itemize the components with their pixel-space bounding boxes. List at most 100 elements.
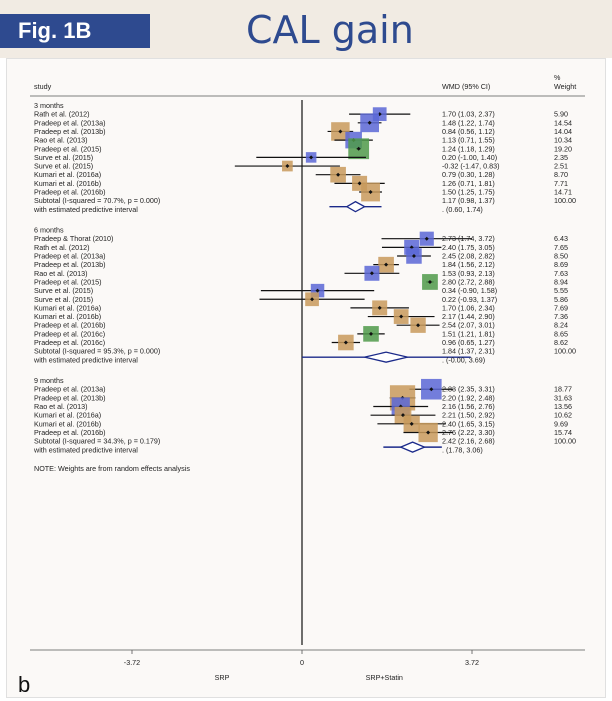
study-weight: 10.34 — [554, 136, 572, 145]
column-header-weight: Weight — [554, 82, 576, 91]
study-name: Pradeep et al. (2013a) — [34, 252, 106, 261]
study-weight: 18.77 — [554, 385, 572, 394]
study-weight: 15.74 — [554, 428, 572, 437]
subtotal-ci: 1.84 (1.37, 2.31) — [442, 347, 495, 356]
study-name: Rao et al. (2013) — [34, 136, 88, 145]
study-weight: 19.20 — [554, 144, 572, 153]
study-ci: 2.80 (2.72, 2.88) — [442, 277, 495, 286]
study-ci: 2.40 (1.65, 3.15) — [442, 419, 495, 428]
study-weight: 13.56 — [554, 402, 572, 411]
x-tick-label: -3.72 — [124, 658, 140, 667]
study-weight: 7.69 — [554, 303, 568, 312]
point-estimate — [338, 129, 343, 134]
point-estimate — [368, 190, 373, 194]
column-header-estimate: WMD (95% CI) — [442, 82, 490, 91]
study-name: Rao et al. (2013) — [34, 402, 88, 411]
chart-title: CAL gain — [246, 8, 414, 52]
column-header-study: study — [34, 82, 52, 91]
study-ci: 1.26 (0.71, 1.81) — [442, 179, 495, 188]
study-ci: 2.83 (2.35, 3.31) — [442, 385, 495, 394]
study-name: Rath et al. (2012) — [34, 110, 90, 119]
study-weight: 5.90 — [554, 110, 568, 119]
study-ci: 0.84 (0.56, 1.12) — [442, 127, 495, 136]
point-estimate — [384, 262, 389, 267]
pooled-diamond — [364, 351, 408, 363]
study-name: Pradeep et al. (2013b) — [34, 127, 106, 136]
point-estimate — [424, 236, 429, 241]
subtotal-label: Subtotal (I-squared = 95.3%, p = 0.000) — [34, 347, 160, 356]
study-name: Kumari et al. (2016a) — [34, 170, 101, 179]
study-weight: 8.94 — [554, 277, 568, 286]
study-ci: 1.51 (1.21, 1.81) — [442, 329, 495, 338]
study-name: Surve et al. (2015) — [34, 286, 93, 295]
point-estimate — [310, 297, 315, 302]
study-ci: 2.54 (2.07, 3.01) — [442, 321, 495, 330]
study-ci: 0.22 (-0.93, 1.37) — [442, 295, 497, 304]
study-name: Surve et al. (2015) — [34, 153, 93, 162]
subtotal-label: Subtotal (I-squared = 34.3%, p = 0.179) — [34, 437, 160, 446]
plot-marks — [234, 107, 473, 453]
x-tick-label: 3.72 — [465, 658, 479, 667]
study-name: Pradeep et al. (2016c) — [34, 338, 105, 347]
x-label-right: SRP+Statin — [366, 673, 403, 682]
x-tick-label: 0 — [300, 658, 304, 667]
point-estimate — [426, 430, 431, 435]
study-name: Pradeep et al. (2016b) — [34, 321, 106, 330]
point-estimate — [309, 155, 314, 160]
predictive-label: with estimated predictive interval — [33, 205, 138, 214]
study-weight: 10.62 — [554, 411, 572, 420]
subtotal-weight: 100.00 — [554, 437, 576, 446]
study-name: Surve et al. (2015) — [34, 295, 93, 304]
point-estimate — [369, 271, 374, 276]
predictive-ci: . (1.78, 3.06) — [442, 445, 483, 454]
point-estimate — [367, 120, 372, 125]
point-estimate — [409, 421, 414, 426]
study-weight: 9.69 — [554, 419, 568, 428]
subtotal-ci: 1.17 (0.98, 1.37) — [442, 196, 495, 205]
point-estimate — [357, 181, 362, 186]
study-ci: -0.32 (-1.47, 0.83) — [442, 162, 500, 171]
study-weight: 7.36 — [554, 312, 568, 321]
study-name: Pradeep et al. (2013a) — [34, 385, 106, 394]
plot-frame — [6, 58, 606, 698]
study-weight: 8.50 — [554, 252, 568, 261]
study-ci: 2.17 (1.44, 2.90) — [442, 312, 495, 321]
study-name: Pradeep et al. (2016c) — [34, 329, 105, 338]
study-name: Surve et al. (2015) — [34, 162, 93, 171]
study-ci: 1.13 (0.71, 1.55) — [442, 136, 495, 145]
study-name: Pradeep et al. (2015) — [34, 277, 102, 286]
study-weight: 8.24 — [554, 321, 568, 330]
study-name: Kumari et al. (2016a) — [34, 303, 101, 312]
study-name: Kumari et al. (2016b) — [34, 179, 101, 188]
study-name: Pradeep et al. (2016b) — [34, 428, 106, 437]
pooled-diamond — [345, 200, 366, 213]
figure-tag: Fig. 1B — [0, 14, 150, 48]
study-weight: 7.71 — [554, 179, 568, 188]
x-label-left: SRP — [215, 673, 230, 682]
study-name: Kumari et al. (2016b) — [34, 419, 101, 428]
study-ci: 1.70 (1.03, 2.37) — [442, 110, 495, 119]
reference-lines — [30, 95, 585, 654]
study-name: Pradeep et al. (2015) — [34, 144, 102, 153]
study-name: Pradeep et al. (2016b) — [34, 188, 106, 197]
study-weight: 8.65 — [554, 329, 568, 338]
point-estimate — [399, 314, 404, 319]
study-ci: 0.79 (0.30, 1.28) — [442, 170, 495, 179]
point-estimate — [285, 164, 290, 169]
study-ci: 2.45 (2.08, 2.82) — [442, 252, 495, 261]
predictive-label: with estimated predictive interval — [33, 355, 138, 364]
predictive-ci: . (0.60, 1.74) — [442, 205, 483, 214]
point-estimate — [411, 254, 416, 259]
study-ci: 1.84 (1.56, 2.12) — [442, 260, 495, 269]
study-name: Rath et al. (2012) — [34, 243, 90, 252]
study-weight: 8.62 — [554, 338, 568, 347]
study-weight: 2.51 — [554, 162, 568, 171]
study-ci: 1.48 (1.22, 1.74) — [442, 118, 495, 127]
study-ci: 1.50 (1.25, 1.75) — [442, 188, 495, 197]
subtotal-ci: 2.42 (2.16, 2.68) — [442, 437, 495, 446]
point-estimate — [315, 288, 320, 293]
study-weight: 7.65 — [554, 243, 568, 252]
study-name: Pradeep & Thorat (2010) — [34, 234, 113, 243]
point-estimate — [343, 340, 348, 345]
study-weight: 2.35 — [554, 153, 568, 162]
